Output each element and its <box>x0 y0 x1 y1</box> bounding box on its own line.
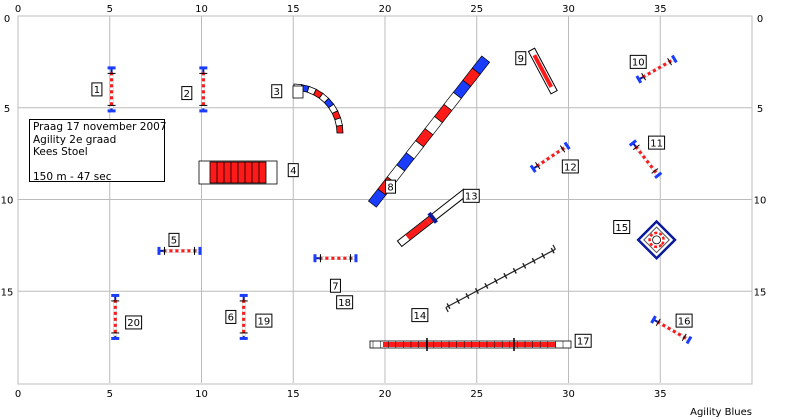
info-length-time: 150 m - 47 sec <box>33 171 112 183</box>
obstacle-number-text: 13 <box>465 192 478 203</box>
x-tick-label-top: 10 <box>195 4 208 15</box>
obstacle-number-13: 13 <box>462 188 480 203</box>
tunnel-straight-obstacle-4 <box>198 160 278 185</box>
obstacle-number-text: 5 <box>171 236 177 247</box>
jump-obstacle-10 <box>635 54 678 84</box>
obstacles <box>107 47 693 351</box>
obstacle-number-7: 7 <box>329 278 341 293</box>
x-tick-label-bottom: 10 <box>195 389 208 400</box>
dogwalk-obstacle-8 <box>367 55 491 208</box>
obstacle-number-text: 11 <box>650 138 663 149</box>
x-tick-label-top: 30 <box>562 4 575 15</box>
obstacle-number-6: 6 <box>225 309 237 324</box>
x-tick-label-bottom: 35 <box>654 389 667 400</box>
obstacle-number-text: 2 <box>184 89 190 100</box>
obstacle-number-text: 18 <box>338 298 351 309</box>
obstacle-number-text: 8 <box>387 182 393 193</box>
y-tick-label-right: 10 <box>754 196 767 207</box>
course-info-box: Praag 17 november 2007 Agility 2e graad … <box>29 119 167 183</box>
obstacle-number-5: 5 <box>168 232 180 247</box>
y-tick-label-right: 15 <box>754 287 767 298</box>
wall-jump-obstacle-9 <box>527 47 558 95</box>
obstacle-number-14: 14 <box>411 308 429 323</box>
x-tick-label-bottom: 25 <box>470 389 483 400</box>
obstacle-number-text: 19 <box>258 316 271 327</box>
x-tick-label-top: 15 <box>287 4 300 15</box>
x-tick-label-top: 5 <box>107 4 113 15</box>
obstacle-number-text: 4 <box>290 166 296 177</box>
obstacle-number-8: 8 <box>385 179 397 194</box>
x-tick-label-bottom: 5 <box>107 389 113 400</box>
x-tick-label-bottom: 15 <box>287 389 300 400</box>
obstacle-number-2: 2 <box>181 86 193 101</box>
y-tick-label-left: 0 <box>4 14 10 25</box>
obstacle-number-text: 10 <box>632 58 645 69</box>
obstacle-number-text: 1 <box>94 85 100 96</box>
jump-obstacle-1 <box>107 66 116 113</box>
obstacle-number-4: 4 <box>287 163 299 178</box>
x-tick-label-top: 20 <box>379 4 392 15</box>
jump-obstacle-16 <box>650 315 693 345</box>
obstacle-number-12: 12 <box>561 159 579 174</box>
y-tick-label-left: 5 <box>4 104 10 115</box>
obstacle-number-17: 17 <box>574 333 592 348</box>
jump-obstacle-11 <box>628 139 663 179</box>
obstacle-number-text: 6 <box>228 313 234 324</box>
x-tick-label-top: 25 <box>470 4 483 15</box>
obstacle-number-text: 15 <box>615 223 628 234</box>
obstacle-number-19: 19 <box>255 313 273 328</box>
y-tick-label-left: 15 <box>1 287 14 298</box>
obstacle-number-9: 9 <box>515 51 527 66</box>
obstacle-number-text: 16 <box>678 316 691 327</box>
obstacle-number-1: 1 <box>91 82 103 97</box>
tire-obstacle-15 <box>636 219 677 261</box>
jump-obstacle-2 <box>199 66 208 113</box>
weave-poles-obstacle-14 <box>445 244 556 313</box>
obstacle-number-text: 9 <box>518 54 524 65</box>
seesaw-obstacle-13 <box>396 188 469 248</box>
jump-obstacle-12 <box>529 141 571 173</box>
info-class: Agility 2e graad <box>33 133 117 146</box>
jump-obstacle-20 <box>111 293 120 340</box>
obstacle-number-text: 12 <box>564 162 577 173</box>
info-spacer <box>33 159 161 172</box>
obstacle-number-16: 16 <box>675 313 693 328</box>
jump-obstacle-5 <box>157 246 202 255</box>
x-tick-label-bottom: 0 <box>15 389 21 400</box>
credit-text: Agility Blues <box>690 407 752 418</box>
jump-obstacle-7 <box>313 254 358 263</box>
y-tick-label-right: 5 <box>757 104 763 115</box>
obstacle-number-3: 3 <box>271 84 283 99</box>
x-tick-label-bottom: 30 <box>562 389 575 400</box>
x-tick-label-bottom: 20 <box>379 389 392 400</box>
obstacle-number-18: 18 <box>336 295 354 310</box>
info-location-date: Praag 17 november 2007 <box>33 121 167 133</box>
obstacle-number-text: 20 <box>127 318 140 329</box>
obstacle-number-11: 11 <box>648 135 666 150</box>
obstacle-number-text: 14 <box>413 311 426 322</box>
obstacle-number-10: 10 <box>629 54 647 69</box>
x-tick-label-top: 35 <box>654 4 667 15</box>
obstacle-number-text: 3 <box>274 87 280 98</box>
y-tick-label-right: 0 <box>757 14 763 25</box>
obstacle-number-15: 15 <box>613 220 631 235</box>
obstacle-number-text: 17 <box>577 337 590 348</box>
tunnel-curved-obstacle-3 <box>292 83 344 134</box>
aframe-walk-obstacle-17 <box>369 338 572 351</box>
x-tick-label-top: 0 <box>15 4 21 15</box>
jump-obstacle-6 <box>239 293 248 340</box>
y-tick-label-left: 10 <box>1 196 14 207</box>
info-judge: Kees Stoel <box>33 146 88 158</box>
obstacle-number-20: 20 <box>125 315 143 330</box>
obstacle-number-text: 7 <box>332 282 338 293</box>
